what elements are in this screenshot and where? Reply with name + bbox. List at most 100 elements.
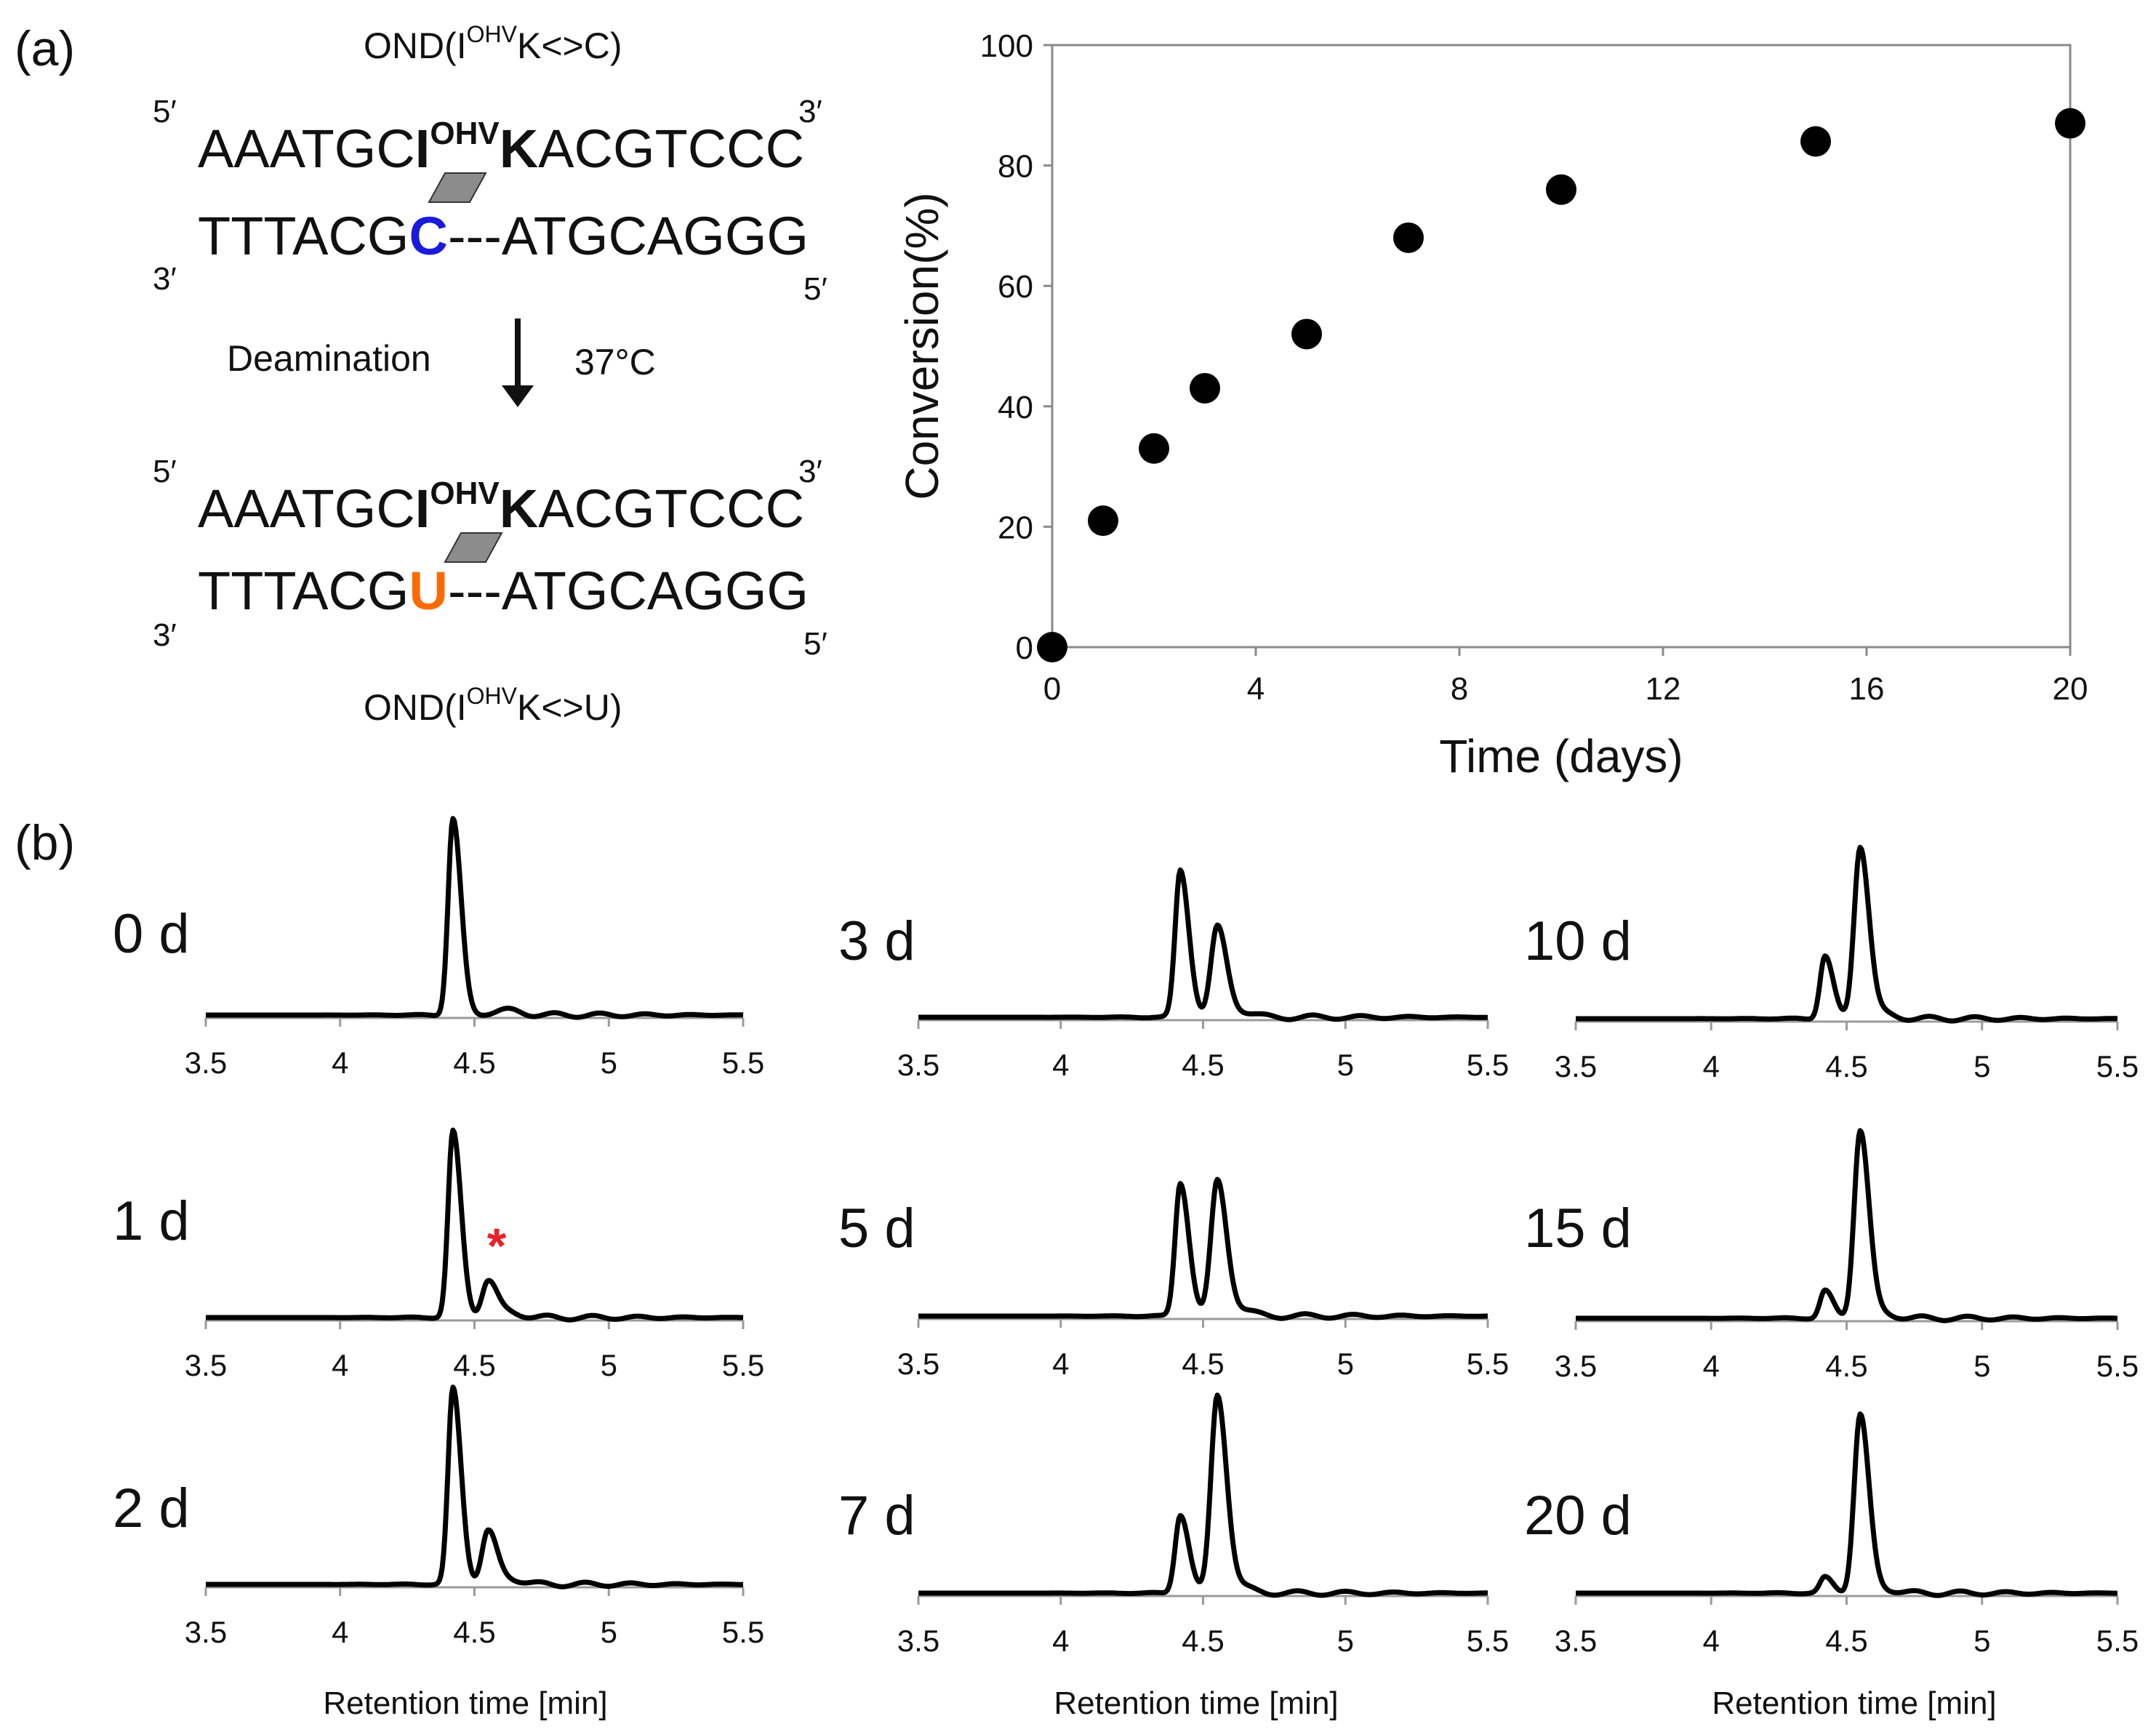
x-tick-label: 5 xyxy=(601,1615,617,1649)
x-tick-label: 16 xyxy=(1849,671,1885,707)
day-label: 10 d xyxy=(1524,910,1632,972)
down-arrow-icon xyxy=(502,385,534,407)
y-axis-ticks: 0 20 40 60 80 100 xyxy=(980,28,1052,666)
x-tick-label: 3.5 xyxy=(1555,1624,1597,1658)
chromatogram-5d: 3.5 4 4.5 5 5.5 5 d xyxy=(838,1176,1509,1381)
x-tick-label: 3.5 xyxy=(185,1348,227,1382)
data-point xyxy=(1139,433,1169,464)
panel-b-chromatograms: (b) 3.5 4 4.5 5 5.5 0 d 3.5 4 4.5 5 5.5 1 d * 3.5 4 4.5… xyxy=(15,815,2139,1721)
chromatogram-trace xyxy=(204,1127,745,1323)
bottom-oligo-title: OND(IOHVK<>U) xyxy=(364,683,622,728)
data-point xyxy=(1800,126,1831,157)
data-point xyxy=(1546,174,1576,205)
product-peak-asterisk: * xyxy=(487,1219,507,1274)
x-tick-label: 4 xyxy=(1052,1624,1069,1658)
x-tick-label: 4 xyxy=(1703,1624,1720,1658)
x-tick-label: 5.5 xyxy=(722,1348,764,1382)
data-point xyxy=(1190,372,1220,404)
x-tick-label: 3.5 xyxy=(185,1046,227,1080)
day-label: 0 d xyxy=(113,903,190,965)
y-axis-label: Conversion(%) xyxy=(896,192,948,500)
chromatogram-trace xyxy=(917,867,1489,1022)
lower-strand-before: TTTACGC---ATGCAGGG xyxy=(198,206,809,266)
chromatogram-2d: 3.5 4 4.5 5 5.5 2 d xyxy=(113,1384,764,1649)
chromatogram-trace xyxy=(1574,1128,2119,1323)
lower-strand-after: TTTACGU---ATGCAGGG xyxy=(198,561,809,621)
y-tick-label: 0 xyxy=(1016,630,1033,666)
x-tick-label: 4 xyxy=(1703,1349,1720,1383)
upper-strand-top: AAATGCIOHVKACGTCCC xyxy=(198,116,804,179)
x-tick-label: 5 xyxy=(1973,1349,1990,1383)
conversion-scatter-chart: 0 20 40 60 80 100 0 4 8 12 16 20 Time (days) Conve… xyxy=(896,28,2088,782)
y-tick-label: 100 xyxy=(980,28,1033,64)
x-tick-label: 5 xyxy=(601,1348,617,1382)
upper-strand-bottom: AAATGCIOHVKACGTCCC xyxy=(198,476,804,539)
x-tick-label: 3.5 xyxy=(897,1624,939,1658)
chromatogram-10d: 3.5 4 4.5 5 5.5 10 d xyxy=(1524,844,2139,1083)
day-label: 2 d xyxy=(113,1478,190,1539)
x-tick-label: 8 xyxy=(1451,671,1468,707)
cross-link-parallelogram-bottom xyxy=(444,532,503,563)
x-tick-label: 4.5 xyxy=(1825,1349,1867,1383)
x-tick-label: 3.5 xyxy=(897,1048,939,1082)
y-tick-label: 20 xyxy=(998,510,1033,545)
data-point xyxy=(1291,318,1322,350)
panel-b-label: (b) xyxy=(15,815,75,870)
x-tick-label: 4.5 xyxy=(453,1615,495,1649)
x-axis-label: Time (days) xyxy=(1439,730,1683,782)
chromatogram-15d: 3.5 4 4.5 5 5.5 15 d xyxy=(1524,1128,2139,1383)
x-tick-label: 4.5 xyxy=(453,1046,495,1080)
x-tick-label: 4.5 xyxy=(1825,1624,1867,1658)
x-tick-label: 5 xyxy=(1337,1048,1354,1082)
x-tick-label: 4 xyxy=(332,1348,348,1382)
data-point xyxy=(2055,108,2085,139)
x-tick-label: 5.5 xyxy=(2096,1349,2139,1383)
x-tick-label: 5 xyxy=(1337,1624,1354,1658)
day-label: 20 d xyxy=(1524,1485,1632,1547)
chromatogram-1d: 3.5 4 4.5 5 5.5 1 d * xyxy=(113,1127,764,1382)
deamination-label: Deamination xyxy=(227,338,431,379)
day-label: 5 d xyxy=(838,1198,915,1259)
day-label: 7 d xyxy=(838,1485,915,1547)
x-tick-label: 4.5 xyxy=(1182,1048,1224,1082)
x-tick-label: 5.5 xyxy=(722,1615,764,1649)
x-tick-label: 4.5 xyxy=(1825,1049,1867,1083)
x-tick-label: 5 xyxy=(601,1046,617,1080)
three-prime-label-lower-top: 3′ xyxy=(153,261,177,297)
three-prime-label-top: 3′ xyxy=(798,94,822,129)
x-axis-label-right: Retention time [min] xyxy=(1712,1685,1996,1721)
x-tick-label: 5.5 xyxy=(1467,1624,1509,1658)
x-tick-label: 3.5 xyxy=(185,1615,227,1649)
day-label: 15 d xyxy=(1524,1198,1632,1259)
x-tick-label: 4 xyxy=(332,1615,348,1649)
chromatogram-20d: 3.5 4 4.5 5 5.5 20 d xyxy=(1524,1411,2139,1658)
x-tick-label: 4 xyxy=(1247,671,1265,707)
scatter-plot-area xyxy=(1051,44,2072,649)
x-tick-label: 20 xyxy=(2053,671,2088,707)
chromatogram-trace xyxy=(1574,844,2119,1024)
chromatogram-3d: 3.5 4 4.5 5 5.5 3 d xyxy=(838,867,1509,1082)
three-prime-label-lower-bottom: 3′ xyxy=(153,617,177,653)
data-points xyxy=(1037,108,2085,662)
data-point xyxy=(1393,222,1424,253)
y-tick-label: 60 xyxy=(998,269,1033,305)
three-prime-label-bottom: 3′ xyxy=(798,454,822,489)
x-tick-label: 4.5 xyxy=(1182,1347,1224,1381)
chromatogram-trace xyxy=(204,816,745,1020)
top-oligo-title: OND(IOHVK<>C) xyxy=(364,21,622,66)
data-point xyxy=(1037,632,1067,662)
y-tick-label: 80 xyxy=(998,149,1033,185)
chromatogram-trace xyxy=(917,1392,1489,1598)
x-tick-label: 5.5 xyxy=(1467,1048,1509,1082)
x-tick-label: 5 xyxy=(1973,1049,1990,1083)
day-label: 1 d xyxy=(113,1190,190,1252)
x-tick-label: 5.5 xyxy=(2096,1049,2139,1083)
panel-a-label: (a) xyxy=(15,21,75,76)
five-prime-label-lower-bottom: 5′ xyxy=(804,626,827,662)
x-tick-label: 0 xyxy=(1043,671,1061,707)
x-tick-label: 3.5 xyxy=(1555,1049,1597,1083)
x-tick-label: 12 xyxy=(1646,671,1681,707)
x-tick-label: 4.5 xyxy=(1182,1624,1224,1658)
x-tick-label: 3.5 xyxy=(897,1347,939,1381)
